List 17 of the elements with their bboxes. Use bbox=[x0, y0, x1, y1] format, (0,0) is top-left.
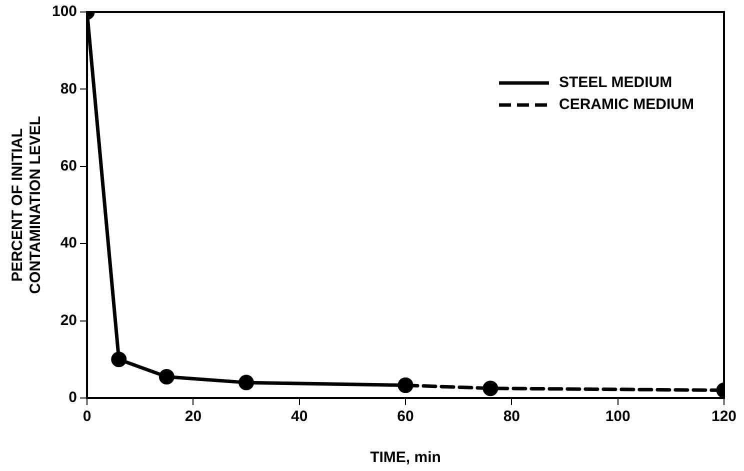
y-tick-label: 100 bbox=[52, 3, 78, 20]
y-tick-label: 60 bbox=[60, 158, 78, 175]
y-axis-title: PERCENT OF INITIAL CONTAMINATION LEVEL bbox=[9, 116, 44, 294]
x-tick-label: 80 bbox=[503, 408, 520, 426]
x-tick-label: 0 bbox=[82, 408, 92, 426]
y-tick-label: 0 bbox=[68, 389, 78, 406]
y-tick-label: 80 bbox=[60, 80, 78, 98]
x-tick-label: 20 bbox=[184, 408, 202, 426]
x-tick-label: 120 bbox=[711, 408, 737, 426]
x-tick-label: 100 bbox=[605, 408, 630, 426]
legend-label: STEEL MEDIUM bbox=[559, 74, 672, 92]
x-tick-label: 40 bbox=[291, 408, 308, 426]
legend-label: CERAMIC MEDIUM bbox=[559, 96, 694, 114]
y-tick-label: 20 bbox=[60, 312, 78, 329]
x-axis-title: TIME, min bbox=[370, 449, 441, 466]
x-tick-label: 60 bbox=[397, 408, 414, 426]
y-tick-label: 40 bbox=[60, 234, 78, 252]
